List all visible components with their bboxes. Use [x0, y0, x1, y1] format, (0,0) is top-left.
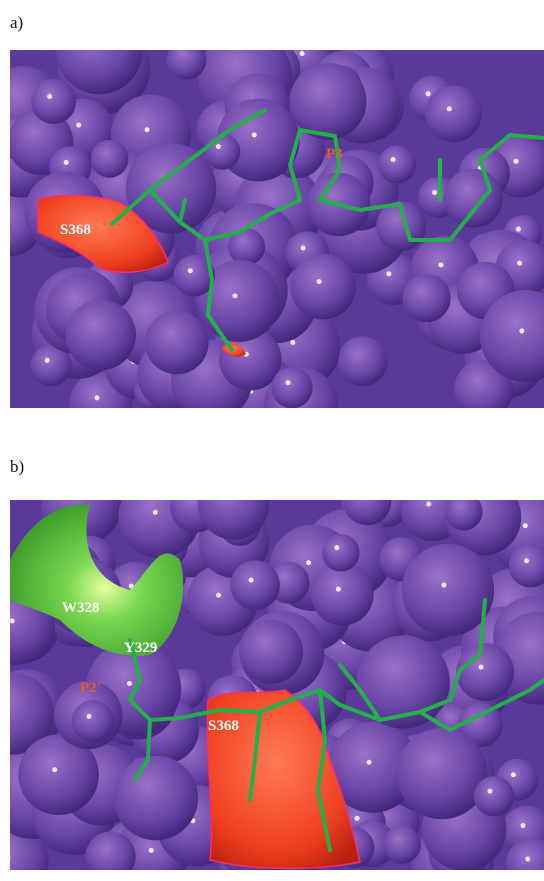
highlight: [145, 127, 150, 132]
highlight: [94, 395, 99, 400]
surface-blob: [91, 140, 129, 178]
surface-blob: [474, 776, 514, 816]
highlight: [519, 328, 524, 333]
highlight: [355, 816, 360, 821]
surface-blob: [383, 826, 421, 864]
highlight: [438, 262, 443, 267]
highlight: [301, 246, 306, 251]
highlight: [52, 767, 57, 772]
highlight: [45, 358, 50, 363]
surface-blob: [343, 477, 391, 525]
surface-blob: [86, 831, 136, 881]
highlight: [86, 714, 91, 719]
highlight: [153, 510, 158, 515]
highlight: [523, 523, 528, 528]
highlight: [514, 159, 519, 164]
surface-blob: [31, 79, 76, 124]
highlight: [366, 760, 371, 765]
highlight: [10, 618, 15, 623]
residue-label: P2': [80, 680, 101, 696]
highlight: [334, 545, 339, 550]
surface-blob: [456, 643, 514, 701]
highlight: [432, 190, 437, 195]
surface-blob: [198, 469, 269, 540]
panel-label: b): [10, 457, 24, 476]
figure: a) S368 P3 b) W328 Y329: [0, 0, 544, 881]
highlight: [249, 578, 254, 583]
highlight: [487, 789, 492, 794]
highlight: [4, 217, 9, 222]
surface-blob: [444, 169, 503, 228]
panel-label: a): [10, 13, 23, 32]
surface-blob: [378, 146, 416, 184]
highlight: [300, 51, 305, 56]
surface-blob: [72, 700, 114, 742]
highlight: [479, 665, 484, 670]
surface-blob: [66, 300, 136, 370]
highlight: [336, 587, 341, 592]
highlight: [516, 227, 521, 232]
surface-blob: [56, 8, 142, 94]
highlight: [520, 823, 525, 828]
surface-blob: [167, 40, 207, 80]
highlight: [285, 380, 290, 385]
highlight: [447, 106, 452, 111]
surface-blob: [114, 756, 199, 841]
residue-label: P3: [326, 146, 343, 162]
surface-blob: [445, 493, 483, 531]
highlight: [216, 593, 221, 598]
highlight: [426, 91, 431, 96]
highlight: [517, 261, 522, 266]
surface-blob: [322, 534, 360, 572]
highlight: [5, 855, 10, 860]
highlight: [511, 493, 516, 498]
highlight: [232, 293, 237, 298]
highlight: [290, 340, 295, 345]
highlight: [317, 279, 322, 284]
highlight: [441, 583, 446, 588]
residue-label: W328: [62, 600, 100, 616]
surface-blob: [145, 311, 209, 375]
surface-blob: [425, 86, 482, 143]
surface-blob: [311, 563, 374, 626]
highlight: [188, 268, 193, 273]
surface-blob: [230, 560, 280, 610]
highlight: [511, 772, 516, 777]
highlight: [149, 848, 154, 853]
highlight: [76, 123, 81, 128]
highlight: [252, 132, 257, 137]
highlight: [216, 144, 221, 149]
surface-panel: W328 Y329 P2' S368: [0, 464, 544, 881]
surface-blob: [402, 544, 494, 636]
highlight: [426, 502, 431, 507]
surface-blob: [271, 367, 312, 408]
residue-label: S368: [60, 222, 91, 238]
residue-label: S368: [208, 718, 239, 734]
highlight: [386, 271, 391, 276]
surface-blob: [204, 134, 240, 170]
surface-blob: [239, 620, 303, 684]
surface-blob: [338, 336, 388, 386]
surface-blob: [403, 274, 451, 322]
highlight: [525, 856, 530, 861]
highlight: [64, 160, 69, 165]
highlight: [524, 558, 529, 563]
highlight: [306, 560, 311, 565]
highlight: [47, 94, 52, 99]
highlight: [391, 157, 396, 162]
highlight: [353, 495, 358, 500]
figure-svg: a) S368 P3 b) W328 Y329: [0, 0, 544, 881]
residue-label: Y329: [124, 640, 157, 656]
highlight: [127, 681, 132, 686]
surface-blob: [290, 254, 355, 319]
surface-blob: [396, 728, 487, 819]
surface-panel: S368 P3: [0, 8, 544, 442]
